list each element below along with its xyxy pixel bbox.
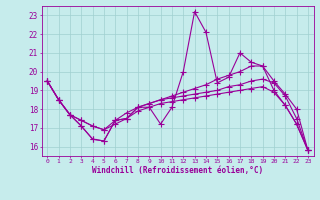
X-axis label: Windchill (Refroidissement éolien,°C): Windchill (Refroidissement éolien,°C) [92,166,263,175]
